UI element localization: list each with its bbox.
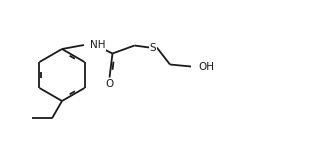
Text: OH: OH xyxy=(199,61,214,71)
Text: S: S xyxy=(150,42,156,52)
Text: NH: NH xyxy=(90,40,105,50)
Text: O: O xyxy=(105,79,114,89)
